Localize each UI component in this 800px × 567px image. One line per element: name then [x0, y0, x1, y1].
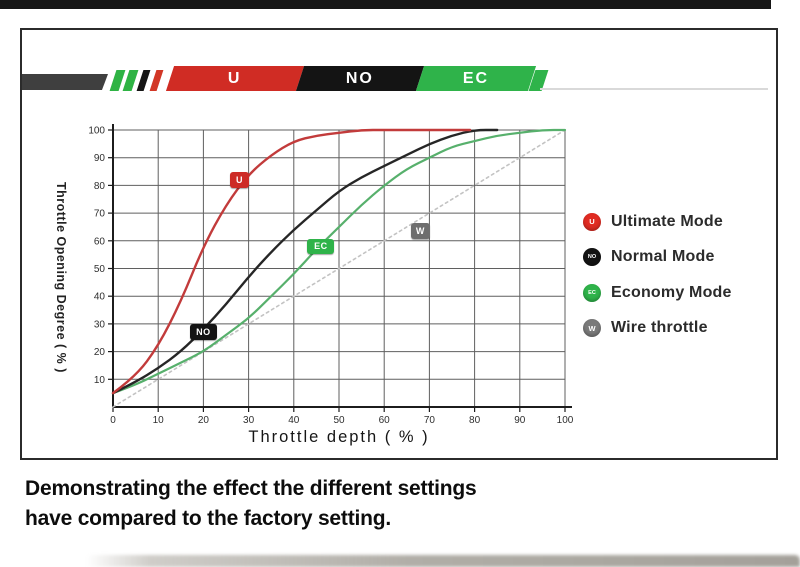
- bottom-gray-band: [86, 555, 800, 567]
- legend-label: Wire throttle: [611, 319, 708, 337]
- legend-dot-icon: EC: [583, 283, 601, 302]
- legend-item-normal-mode: NO Normal Mode: [583, 240, 732, 276]
- y-axis-title: Throttle Opening Degree ( % ): [54, 181, 68, 373]
- logo-badge-label: NO: [346, 69, 374, 87]
- marker-no: NO: [189, 324, 217, 340]
- logo-badge-label: EC: [462, 69, 490, 87]
- legend-label: Normal Mode: [611, 248, 715, 266]
- logo-badge-u: U: [165, 66, 305, 91]
- legend-item-wire-throttle: W Wire throttle: [583, 311, 732, 347]
- marker-ec: EC: [307, 238, 335, 255]
- caption: Demonstrating the effect the different s…: [25, 474, 477, 534]
- x-axis-title: Throttle depth ( % ): [248, 428, 430, 446]
- marker-u: U: [229, 172, 250, 188]
- legend-dot-icon: U: [583, 212, 601, 231]
- legend-item-ultimate-mode: U Ultimate Mode: [583, 204, 732, 240]
- top-black-bar: [0, 0, 771, 9]
- logo-badge-label: U: [228, 69, 242, 87]
- legend-item-economy-mode: EC Economy Mode: [583, 275, 732, 311]
- logo-badge-no: NO: [295, 66, 425, 91]
- logo-underline: [540, 88, 768, 90]
- marker-w: W: [410, 223, 431, 239]
- legend-dot-icon: W: [583, 319, 601, 338]
- caption-line-1: Demonstrating the effect the different s…: [25, 477, 477, 500]
- logo-gray-bar: [22, 74, 108, 90]
- legend-label: Economy Mode: [611, 283, 732, 301]
- caption-line-2: have compared to the factory setting.: [25, 507, 392, 530]
- legend-label: Ultimate Mode: [611, 212, 723, 230]
- legend-dot-icon: NO: [583, 248, 601, 267]
- chart-legend: U Ultimate Mode NO Normal Mode EC Economy Mod…: [583, 204, 732, 346]
- logo-badge-ec: EC: [415, 66, 537, 91]
